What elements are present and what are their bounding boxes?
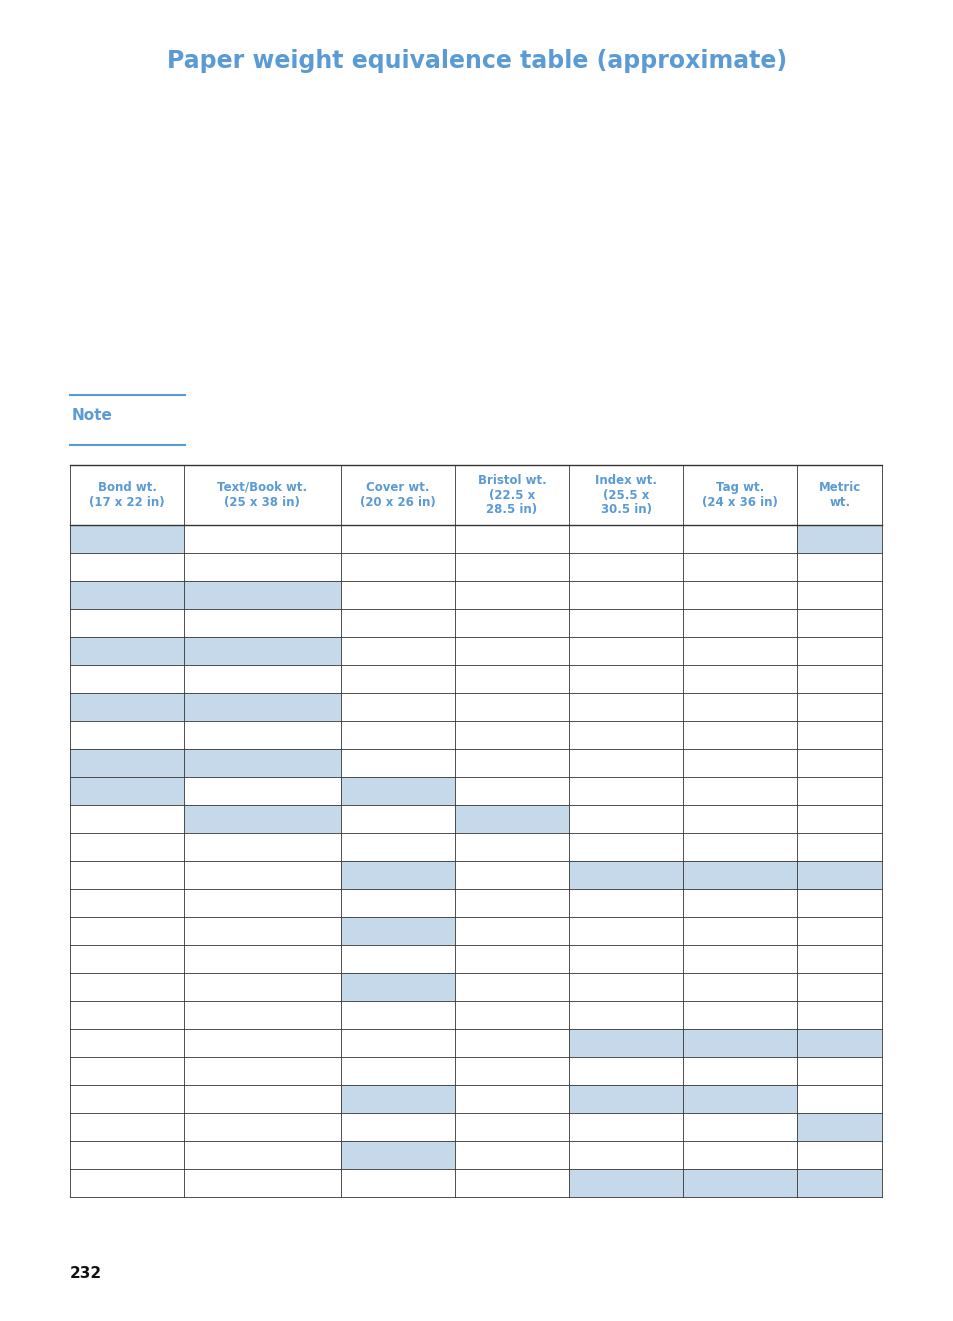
- Bar: [682, 861, 797, 889]
- Bar: [70, 524, 184, 553]
- Bar: [340, 861, 455, 889]
- Bar: [70, 581, 184, 609]
- Bar: [797, 524, 882, 553]
- Bar: [682, 1169, 797, 1197]
- Bar: [568, 1169, 682, 1197]
- Bar: [797, 1169, 882, 1197]
- Bar: [340, 974, 455, 1001]
- Bar: [184, 637, 340, 664]
- Bar: [184, 804, 340, 834]
- Bar: [340, 777, 455, 804]
- Bar: [340, 1141, 455, 1169]
- Bar: [70, 777, 184, 804]
- Text: Text/Book wt.
(25 x 38 in): Text/Book wt. (25 x 38 in): [217, 481, 307, 509]
- Bar: [70, 694, 184, 721]
- Bar: [184, 749, 340, 777]
- Text: Tag wt.
(24 x 36 in): Tag wt. (24 x 36 in): [701, 481, 778, 509]
- Text: 232: 232: [70, 1266, 102, 1280]
- Bar: [568, 1085, 682, 1114]
- Bar: [455, 804, 568, 834]
- Text: Metric
wt.: Metric wt.: [818, 481, 860, 509]
- Text: Cover wt.
(20 x 26 in): Cover wt. (20 x 26 in): [359, 481, 436, 509]
- Bar: [70, 637, 184, 664]
- Text: Bristol wt.
(22.5 x
28.5 in): Bristol wt. (22.5 x 28.5 in): [477, 473, 546, 517]
- Text: Bond wt.
(17 x 22 in): Bond wt. (17 x 22 in): [90, 481, 165, 509]
- Bar: [184, 581, 340, 609]
- Bar: [340, 1085, 455, 1114]
- Bar: [568, 861, 682, 889]
- Bar: [340, 917, 455, 945]
- Bar: [184, 694, 340, 721]
- Bar: [682, 1085, 797, 1114]
- Bar: [797, 1029, 882, 1057]
- Bar: [797, 861, 882, 889]
- Bar: [70, 749, 184, 777]
- Bar: [568, 1029, 682, 1057]
- Text: Paper weight equivalence table (approximate): Paper weight equivalence table (approxim…: [167, 49, 786, 73]
- Text: Index wt.
(25.5 x
30.5 in): Index wt. (25.5 x 30.5 in): [595, 473, 657, 517]
- Text: Note: Note: [71, 407, 112, 423]
- Bar: [70, 465, 882, 1197]
- Bar: [682, 1029, 797, 1057]
- Bar: [797, 1114, 882, 1141]
